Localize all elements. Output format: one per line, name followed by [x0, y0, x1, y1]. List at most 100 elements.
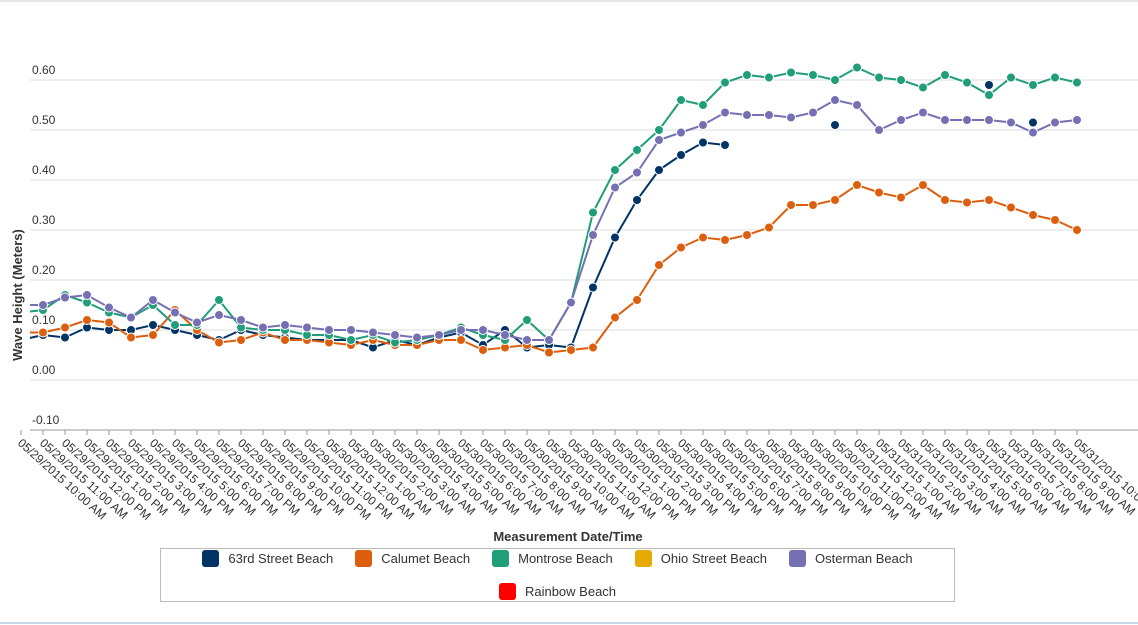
data-point	[632, 167, 642, 178]
legend-item[interactable]: Ohio Street Beach	[634, 550, 767, 567]
data-point	[852, 180, 862, 190]
legend-swatch	[498, 583, 516, 600]
data-point	[82, 315, 92, 325]
data-point	[742, 110, 752, 120]
data-point	[610, 312, 620, 323]
data-point	[148, 320, 158, 330]
y-tick-label: 0.30	[32, 213, 56, 227]
data-point	[456, 325, 466, 335]
y-tick-label: 0.60	[32, 63, 56, 77]
data-point	[962, 197, 972, 208]
data-point	[1072, 77, 1082, 88]
data-point	[1072, 115, 1082, 125]
data-point	[632, 295, 642, 305]
data-point	[60, 322, 70, 333]
data-point	[456, 335, 466, 345]
data-point	[610, 182, 620, 193]
data-point	[940, 115, 950, 125]
y-tick-label: -0.10	[32, 413, 60, 427]
data-point	[544, 347, 554, 358]
data-point	[962, 115, 972, 125]
y-tick-label: 0.00	[32, 363, 56, 377]
data-point	[918, 107, 928, 118]
data-point	[852, 62, 862, 73]
data-point	[412, 332, 422, 343]
data-point	[830, 75, 840, 85]
data-point	[192, 317, 202, 328]
data-point	[104, 302, 114, 313]
data-point	[896, 75, 906, 85]
data-point	[610, 232, 620, 243]
data-point	[984, 195, 994, 205]
legend-item[interactable]: Rainbow Beach	[498, 583, 616, 600]
data-point	[764, 110, 774, 120]
legend-item[interactable]: Osterman Beach	[789, 550, 913, 567]
data-point	[1050, 117, 1060, 128]
data-point	[324, 325, 334, 335]
data-point	[1006, 72, 1016, 83]
data-point	[346, 325, 356, 335]
data-point	[676, 242, 686, 253]
data-point	[544, 335, 554, 345]
legend-label: Osterman Beach	[815, 551, 913, 566]
data-point	[1006, 117, 1016, 128]
data-point	[170, 307, 180, 318]
data-point	[566, 345, 576, 355]
data-point	[852, 100, 862, 110]
data-point	[280, 320, 290, 330]
data-point	[940, 195, 950, 205]
data-point	[720, 235, 730, 245]
data-point	[786, 112, 796, 123]
data-point	[1028, 127, 1038, 138]
series-line	[30, 66, 1078, 344]
data-point	[676, 95, 686, 105]
legend-item[interactable]: Calumet Beach	[355, 550, 470, 567]
data-point	[874, 72, 884, 83]
legend-label: Calumet Beach	[381, 551, 471, 566]
data-point	[478, 345, 488, 355]
data-point	[390, 330, 400, 340]
data-point	[874, 187, 884, 198]
data-point	[698, 232, 708, 243]
data-point	[830, 120, 840, 130]
data-point	[214, 295, 224, 305]
data-point	[522, 335, 532, 345]
data-point	[808, 70, 818, 80]
data-point	[676, 127, 686, 138]
legend-swatch	[789, 550, 807, 567]
data-point	[214, 310, 224, 320]
data-point	[126, 312, 136, 323]
data-point	[148, 295, 158, 305]
data-point	[698, 137, 708, 148]
data-point	[808, 107, 818, 118]
plot	[30, 62, 1082, 358]
data-point	[170, 320, 180, 330]
y-axis-title: Wave Height (Meters)	[10, 229, 25, 361]
legend-swatch	[202, 550, 220, 567]
data-point	[918, 180, 928, 190]
data-point	[104, 317, 114, 328]
legend-label: 63rd Street Beach	[228, 551, 334, 566]
legend-swatch	[492, 550, 510, 567]
data-point	[1050, 215, 1060, 225]
legend-item[interactable]: Montrose Beach	[492, 550, 613, 567]
data-point	[742, 230, 752, 240]
data-point	[588, 207, 598, 218]
data-point	[346, 335, 356, 345]
data-point	[764, 72, 774, 83]
data-point	[984, 115, 994, 125]
data-point	[1050, 72, 1060, 83]
grid: -0.10 0.00 0.10 0.20 0.30 0.40 0.50 0.60	[30, 63, 1138, 431]
data-point	[984, 90, 994, 100]
data-point	[588, 230, 598, 240]
y-tick-label: 0.40	[32, 163, 56, 177]
data-point	[280, 335, 290, 345]
data-point	[258, 322, 268, 333]
data-point	[566, 297, 576, 308]
data-point	[82, 290, 92, 300]
data-point	[236, 315, 246, 325]
data-point	[236, 335, 246, 345]
legend-item[interactable]: 63rd Street Beach	[202, 550, 333, 567]
data-point	[632, 145, 642, 155]
